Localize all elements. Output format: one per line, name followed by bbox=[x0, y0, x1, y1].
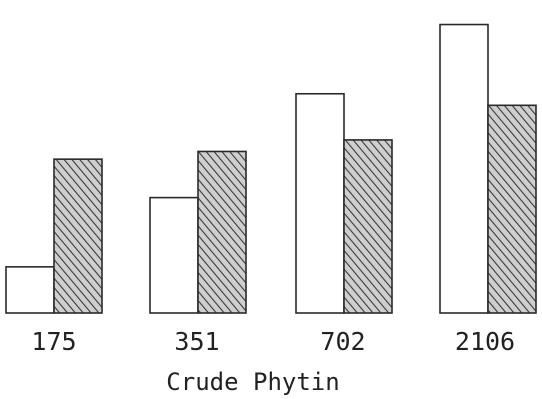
category-label-175: 175 bbox=[31, 327, 76, 356]
hatched-bar-702 bbox=[343, 139, 393, 314]
hatched-bar-175 bbox=[53, 158, 103, 314]
category-label-702: 702 bbox=[320, 327, 365, 356]
category-label-2106: 2106 bbox=[455, 327, 515, 356]
white-bar-351 bbox=[149, 196, 199, 314]
category-labels: 175 351 702 2106 bbox=[31, 327, 515, 356]
white-bar-2106 bbox=[439, 23, 489, 314]
white-bar-175 bbox=[5, 266, 55, 314]
category-label-351: 351 bbox=[174, 327, 219, 356]
hatched-bar-351 bbox=[197, 150, 247, 314]
hatched-bar-2106 bbox=[487, 104, 537, 314]
x-axis-label: Crude Phytin bbox=[166, 368, 339, 396]
bars-layer bbox=[5, 23, 537, 314]
white-bar-702 bbox=[295, 92, 345, 314]
